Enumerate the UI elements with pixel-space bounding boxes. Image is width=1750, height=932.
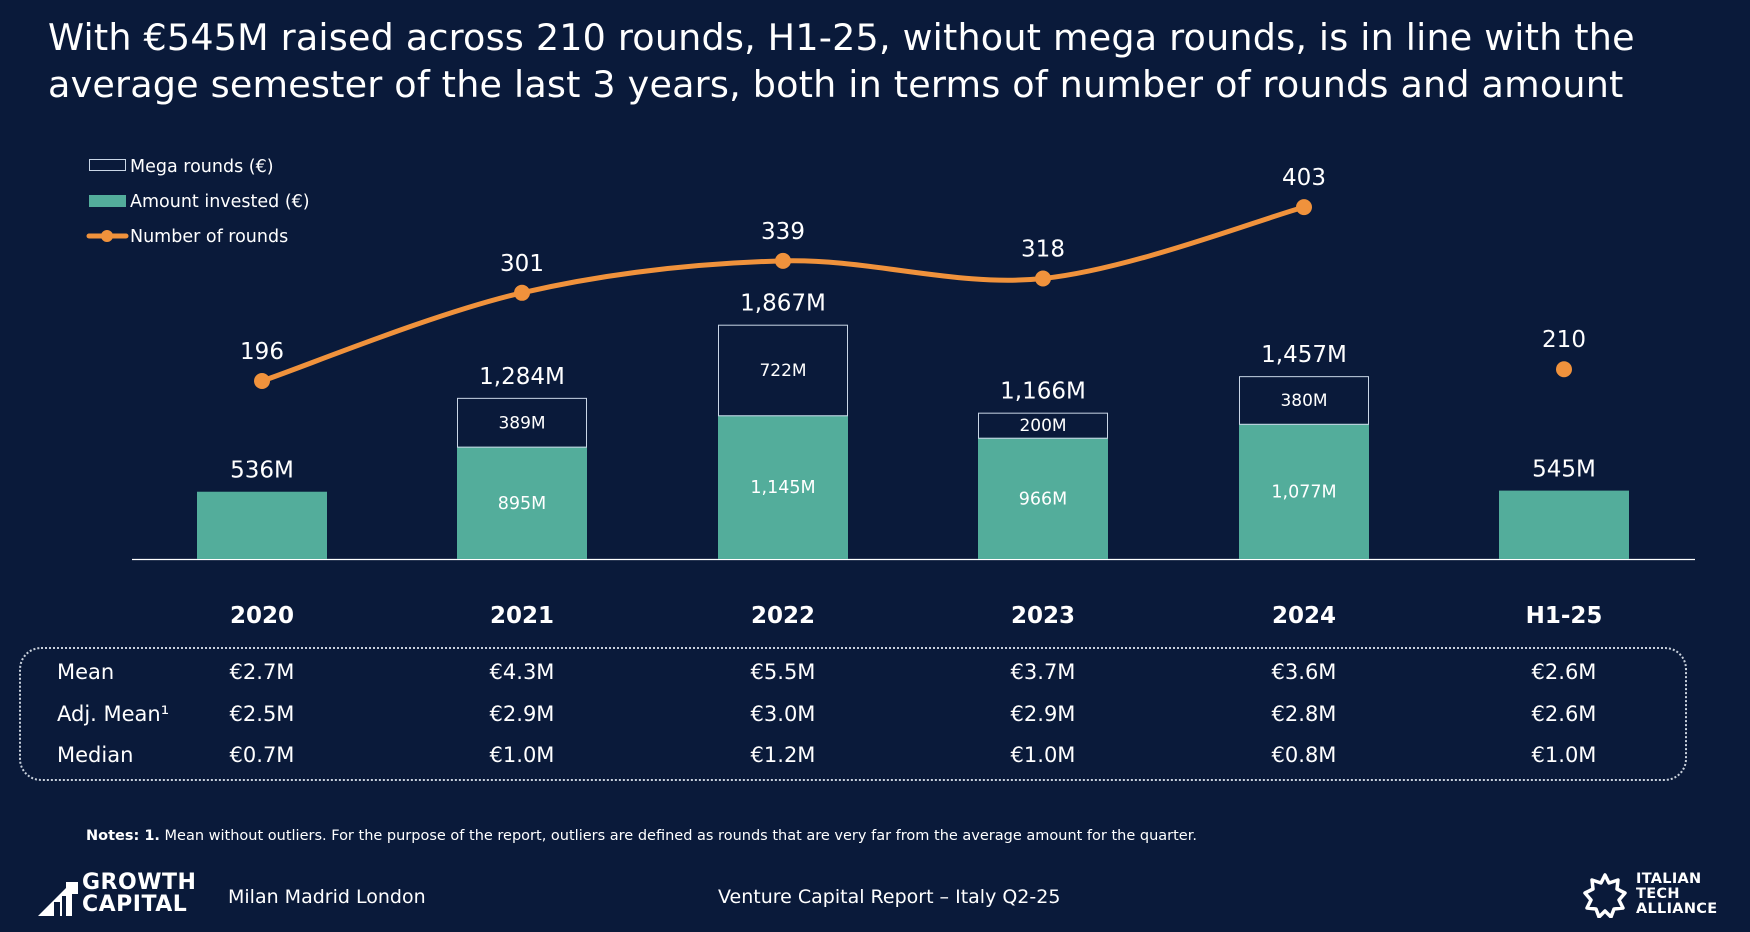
logo-wordmark: GROWTH CAPITAL: [82, 872, 196, 916]
stats-cell: €1.0M: [489, 743, 555, 767]
amount-bar: [197, 491, 327, 559]
amount-bar: [718, 415, 848, 559]
mega-round-label: 200M: [1019, 416, 1066, 436]
alliance-line-3: ALLIANCE: [1636, 901, 1718, 917]
mega-round-label: 389M: [498, 413, 545, 433]
rounds-point: [1296, 199, 1312, 216]
amount-label: 1,145M: [750, 478, 815, 498]
legend-swatch-mega: [89, 159, 126, 171]
rounds-label: 210: [1542, 327, 1586, 353]
alliance-line-2: TECH: [1636, 886, 1680, 902]
footnote: Notes: 1. Mean without outliers. For the…: [86, 828, 1197, 844]
x-tick-label: H1-25: [1526, 603, 1603, 629]
chart: 536M 2020 389M 895M 1,284M 2021 722M 1,145M 1,86…: [86, 157, 1695, 629]
mega-round-bar: [718, 324, 848, 417]
stats-cell: €2.9M: [489, 702, 555, 726]
amount-bar: [457, 446, 587, 559]
logo-line-1: GROWTH: [82, 870, 197, 895]
headline-line-1: With €545M raised across 210 rounds, H1-…: [48, 16, 1635, 59]
rounds-point: [1556, 361, 1572, 378]
stats-cell: €5.5M: [750, 660, 816, 684]
alliance-wordmark: ITALIAN TECH ALLIANCE: [1636, 872, 1717, 917]
stats-cell: €2.9M: [1010, 702, 1076, 726]
stats-cell: €3.7M: [1010, 660, 1076, 684]
amount-bar: [1499, 490, 1629, 559]
stats-cell: €2.6M: [1531, 660, 1597, 684]
stats-row-label: Median: [57, 743, 134, 767]
rounds-label: 339: [761, 219, 805, 245]
x-tick-label: 2022: [751, 603, 815, 629]
stats-row: Adj. Mean¹ €2.5M €2.9M €3.0M €2.9M €2.8M €2.6M: [0, 699, 1750, 729]
legend-swatch-amount: [89, 195, 126, 207]
legend-label-mega: Mega rounds (€): [130, 157, 274, 177]
rounds-point: [254, 373, 270, 389]
rounds-point: [775, 252, 791, 269]
stats-cell: €1.0M: [1010, 743, 1076, 767]
amount-bar: [978, 437, 1108, 559]
legend-label-rounds: Number of rounds: [130, 227, 288, 247]
amount-label: 966M: [1019, 489, 1068, 509]
rounds-label: 196: [240, 339, 284, 365]
legend-swatch-point: [101, 230, 113, 242]
stats-cell: €2.6M: [1531, 702, 1597, 726]
stats-cell: €2.7M: [229, 660, 295, 684]
stats-cell: €0.8M: [1271, 743, 1337, 767]
rounds-point: [1035, 270, 1051, 287]
total-label: 1,166M: [1000, 379, 1086, 405]
amount-label: 895M: [498, 494, 547, 514]
total-label: 1,867M: [740, 291, 826, 317]
headline: With €545M raised across 210 rounds, H1-…: [48, 14, 1708, 108]
total-label: 545M: [1532, 457, 1596, 483]
stats-row: Median €0.7M €1.0M €1.2M €1.0M €0.8M €1.0M: [0, 740, 1750, 770]
growth-capital-logo: GROWTH CAPITAL: [36, 872, 196, 920]
x-tick-label: 2020: [230, 603, 294, 629]
total-label: 1,284M: [479, 364, 565, 390]
amount-label: 1,077M: [1271, 482, 1336, 502]
stats-cell: €2.8M: [1271, 702, 1337, 726]
mega-round-label: 380M: [1280, 391, 1327, 411]
amount-bar: [1239, 423, 1369, 559]
stats-cell: €1.2M: [750, 743, 816, 767]
rounds-label: 301: [500, 251, 544, 277]
alliance-line-1: ITALIAN: [1636, 871, 1702, 887]
x-tick-label: 2021: [490, 603, 554, 629]
stats-cell: €2.5M: [229, 702, 295, 726]
total-label: 1,457M: [1261, 342, 1347, 368]
stats-cell: €1.0M: [1531, 743, 1597, 767]
total-label: 536M: [230, 458, 294, 484]
footnote-prefix: Notes: 1.: [86, 828, 160, 844]
mega-round-bar: [1239, 376, 1369, 425]
stats-cell: €3.6M: [1271, 660, 1337, 684]
stats-cell: €4.3M: [489, 660, 555, 684]
stats-cell: €3.0M: [750, 702, 816, 726]
mega-round-bar: [457, 397, 587, 448]
rounds-label: 403: [1282, 165, 1326, 191]
stats-table-frame: [19, 647, 1687, 781]
footnote-text: Mean without outliers. For the purpose o…: [159, 828, 1197, 844]
rounds-point: [514, 284, 530, 301]
x-tick-label: 2024: [1272, 603, 1336, 629]
footer-report-title: Venture Capital Report – Italy Q2-25: [718, 886, 1061, 908]
footer-cities: Milan Madrid London: [228, 886, 426, 908]
stats-row-label: Adj. Mean¹: [57, 702, 170, 726]
rounds-label: 318: [1021, 237, 1065, 263]
x-tick-label: 2023: [1011, 603, 1075, 629]
legend-label-amount: Amount invested (€): [130, 192, 310, 212]
alliance-star-icon: [1583, 873, 1627, 918]
logo-line-2: CAPITAL: [82, 892, 188, 917]
stats-row: Mean €2.7M €4.3M €5.5M €3.7M €3.6M €2.6M: [0, 657, 1750, 687]
stats-cell: €0.7M: [229, 743, 295, 767]
stats-row-label: Mean: [57, 660, 115, 684]
headline-line-2: average semester of the last 3 years, bo…: [48, 63, 1624, 106]
italian-tech-alliance-logo: ITALIAN TECH ALLIANCE: [1580, 870, 1740, 920]
mega-round-label: 722M: [759, 361, 806, 381]
mega-round-bar: [978, 412, 1108, 439]
logo-chart-icon: [38, 882, 78, 916]
